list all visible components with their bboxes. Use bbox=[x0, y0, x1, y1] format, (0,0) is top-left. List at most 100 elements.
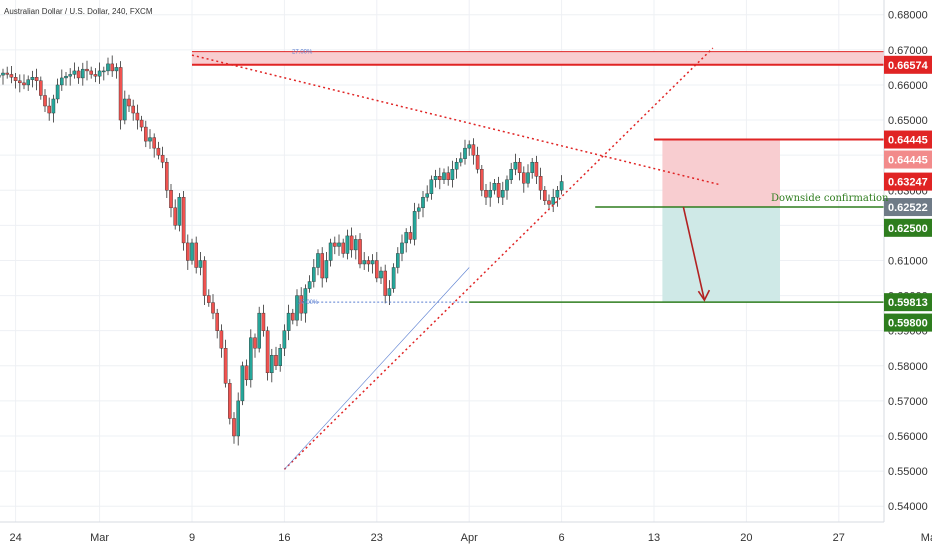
descending-trendline bbox=[191, 54, 722, 186]
candle-body bbox=[5, 72, 9, 75]
price-badge bbox=[884, 55, 932, 74]
x-tick-label: 13 bbox=[648, 532, 660, 544]
candle-body bbox=[295, 295, 299, 321]
price-labels: 0.66574 0.64445 0.64445 0.63247 0.62522 0.625… bbox=[884, 55, 932, 332]
candle-body bbox=[547, 200, 551, 205]
candle-body bbox=[404, 232, 409, 244]
candle-body bbox=[43, 95, 47, 107]
candle-body bbox=[164, 161, 169, 191]
y-tick-label: 0.54000 bbox=[888, 501, 928, 513]
chart-title: Australian Dollar / U.S. Dollar, 240, FX… bbox=[4, 7, 153, 16]
fib-bottom-label: 27.00% bbox=[298, 300, 319, 306]
candle-body bbox=[190, 242, 194, 261]
candle-body bbox=[333, 242, 337, 247]
candle-body bbox=[370, 260, 375, 265]
candle-body bbox=[55, 84, 60, 100]
y-tick-label: 0.56000 bbox=[888, 431, 928, 443]
x-tick-label: May bbox=[921, 532, 932, 544]
candle-body bbox=[80, 68, 85, 79]
candle-body bbox=[30, 77, 35, 80]
candle-body bbox=[543, 190, 547, 201]
candle-body bbox=[244, 365, 249, 381]
candle-body bbox=[97, 70, 102, 77]
price-badge bbox=[884, 130, 932, 149]
candle-body bbox=[396, 253, 400, 268]
candle-body bbox=[169, 190, 173, 209]
candle-body bbox=[433, 176, 438, 180]
candle-body bbox=[270, 355, 274, 374]
price-badge-text: 0.62500 bbox=[888, 223, 928, 235]
candle-body bbox=[324, 260, 329, 279]
candle-body bbox=[484, 190, 488, 198]
price-badge bbox=[884, 293, 932, 312]
candle-body bbox=[534, 161, 539, 177]
candle-body bbox=[421, 197, 425, 209]
candle-body bbox=[211, 302, 215, 314]
candle-body bbox=[463, 147, 467, 159]
candle-body bbox=[18, 80, 22, 84]
x-tick-label: 16 bbox=[278, 532, 290, 544]
candle-body bbox=[232, 418, 236, 437]
candle-body bbox=[89, 70, 93, 75]
price-axis: 0.680000.670000.660000.650000.640000.630… bbox=[883, 0, 932, 550]
gridlines bbox=[0, 0, 932, 522]
candlesticks bbox=[0, 55, 564, 446]
candle-body bbox=[475, 154, 480, 170]
candle-body bbox=[181, 197, 186, 244]
candle-body bbox=[446, 172, 451, 180]
x-tick-label: 27 bbox=[833, 532, 845, 544]
candle-body bbox=[68, 74, 72, 77]
price-badge bbox=[884, 172, 932, 191]
candle-body bbox=[417, 207, 421, 212]
candle-body bbox=[391, 267, 396, 289]
candle-body bbox=[526, 172, 530, 184]
candle-body bbox=[307, 281, 312, 289]
candle-body bbox=[488, 190, 493, 198]
price-badge bbox=[884, 313, 932, 332]
candle-body bbox=[345, 235, 350, 254]
candle-body bbox=[551, 197, 555, 205]
candle-body bbox=[303, 288, 308, 314]
candle-body bbox=[1, 72, 5, 76]
candle-body bbox=[274, 355, 278, 366]
candle-body bbox=[412, 211, 417, 240]
candle-body bbox=[320, 253, 325, 279]
candle-body bbox=[85, 68, 89, 72]
candle-body bbox=[496, 183, 501, 198]
candle-body bbox=[236, 400, 241, 437]
fib-top-label: 27.00% bbox=[292, 50, 313, 56]
y-tick-label: 0.65000 bbox=[888, 115, 928, 127]
candle-body bbox=[328, 242, 333, 261]
candle-body bbox=[265, 330, 270, 374]
y-tick-label: 0.68000 bbox=[888, 10, 928, 22]
candle-body bbox=[316, 253, 320, 268]
candle-body bbox=[47, 105, 51, 114]
candle-body bbox=[206, 295, 211, 303]
x-tick-label: 6 bbox=[559, 532, 565, 544]
candle-body bbox=[379, 270, 383, 279]
candle-body bbox=[13, 77, 18, 81]
candle-body bbox=[223, 348, 228, 384]
candle-body bbox=[93, 74, 98, 77]
candle-body bbox=[559, 181, 564, 191]
candle-body bbox=[509, 169, 514, 180]
ascending-trendline bbox=[283, 47, 714, 470]
price-badge-text: 0.64445 bbox=[888, 155, 928, 167]
projection-arrow bbox=[682, 206, 706, 301]
y-tick-label: 0.57000 bbox=[888, 396, 928, 408]
candle-body bbox=[341, 242, 346, 254]
candle-body bbox=[480, 169, 484, 191]
candle-body bbox=[127, 98, 131, 107]
stop-zone bbox=[662, 139, 780, 208]
y-tick-label: 0.55000 bbox=[888, 466, 928, 478]
candle-body bbox=[358, 239, 362, 265]
candle-body bbox=[198, 260, 203, 268]
candle-body bbox=[148, 137, 152, 142]
candle-body bbox=[425, 193, 430, 198]
candle-body bbox=[64, 75, 68, 79]
price-badge-text: 0.63247 bbox=[888, 177, 928, 189]
candle-body bbox=[253, 337, 257, 349]
candle-body bbox=[194, 242, 199, 268]
x-tick-label: 24 bbox=[9, 532, 21, 544]
